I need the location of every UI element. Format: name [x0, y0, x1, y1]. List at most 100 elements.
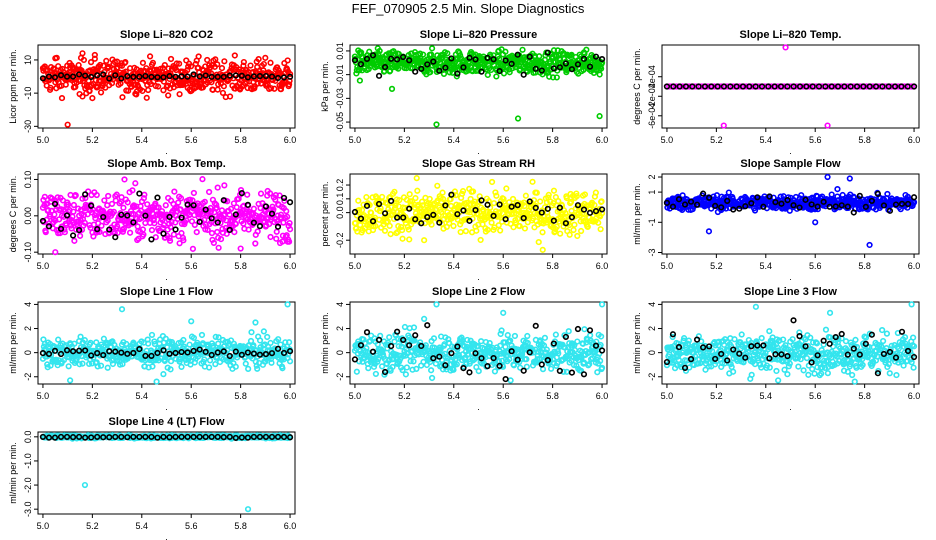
data-point — [217, 219, 224, 227]
x-axis-mark: . — [165, 146, 168, 156]
data-point — [372, 222, 379, 230]
data-point — [399, 235, 406, 242]
data-point — [209, 86, 217, 93]
reference-point — [879, 83, 886, 90]
reference-point — [532, 65, 539, 72]
reference-point — [484, 54, 491, 61]
reference-point — [208, 73, 215, 80]
x-tick-label: 5.2 — [710, 261, 723, 271]
plot-frame — [37, 173, 296, 255]
reference-point — [556, 64, 563, 71]
data-point — [486, 340, 493, 347]
reference-point — [466, 369, 473, 376]
data-point — [101, 197, 108, 204]
data-point — [180, 336, 187, 344]
x-tick-label: 5.4 — [760, 135, 773, 145]
data-point — [98, 222, 105, 229]
x-tick-label: 5.6 — [185, 135, 198, 145]
x-tick-label: 5.4 — [136, 521, 149, 531]
reference-point — [232, 211, 239, 218]
data-point — [434, 182, 441, 189]
reference-point — [208, 215, 215, 222]
x-axis-mark: . — [165, 272, 168, 282]
reference-point — [898, 83, 905, 90]
data-point — [522, 192, 529, 199]
data-point — [276, 192, 283, 199]
data-point — [155, 204, 162, 211]
reference-point — [166, 73, 173, 80]
reference-point — [826, 203, 833, 210]
data-point — [59, 65, 66, 73]
data-point — [55, 336, 62, 343]
reference-point — [708, 83, 715, 90]
data-point — [553, 74, 560, 81]
reference-point — [256, 223, 264, 230]
reference-point — [885, 83, 892, 90]
reference-point — [676, 83, 683, 90]
data-point — [428, 367, 435, 374]
data-point — [47, 84, 54, 91]
data-point — [193, 229, 200, 236]
reference-point — [663, 83, 671, 90]
data-point — [125, 87, 132, 94]
reference-point — [898, 328, 906, 335]
data-point — [260, 67, 267, 74]
reference-point — [196, 218, 203, 226]
data-point — [176, 60, 183, 67]
reference-point — [238, 190, 245, 197]
data-point — [477, 236, 484, 244]
data-point — [386, 222, 393, 230]
data-point — [592, 189, 599, 196]
data-point — [521, 225, 529, 232]
data-point — [207, 208, 215, 215]
y-tick-label: 2e-04 — [647, 65, 657, 88]
data-point — [273, 228, 280, 235]
data-point — [212, 361, 219, 368]
reference-point — [369, 52, 377, 59]
outlier-point — [421, 237, 428, 244]
data-point — [141, 191, 148, 198]
reference-point — [214, 219, 221, 226]
x-tick-label: 6.0 — [596, 391, 609, 401]
reference-point — [106, 226, 113, 233]
reference-point — [784, 83, 791, 90]
data-point — [187, 63, 195, 70]
data-point — [570, 226, 577, 234]
reference-point — [891, 83, 899, 90]
data-point — [267, 85, 275, 92]
data-point — [178, 363, 185, 370]
reference-point — [866, 83, 873, 90]
data-point — [521, 202, 528, 210]
reference-point — [436, 67, 443, 74]
reference-point — [815, 83, 823, 90]
reference-point — [592, 53, 600, 60]
data-point — [267, 59, 274, 66]
plot-frame — [37, 431, 296, 515]
reference-point — [178, 73, 185, 80]
data-point — [548, 365, 555, 372]
x-tick-label: 5.8 — [234, 261, 247, 271]
data-point — [478, 338, 485, 345]
data-point — [286, 358, 294, 365]
data-point — [283, 208, 290, 215]
reference-point — [853, 83, 861, 90]
data-point — [284, 213, 291, 220]
data-point — [587, 332, 594, 339]
reference-point — [39, 75, 47, 82]
y-tick-label: 0 — [647, 350, 657, 355]
data-point — [803, 355, 811, 362]
x-tick-label: 5.0 — [349, 135, 362, 145]
data-point — [811, 370, 818, 377]
data-point — [173, 60, 180, 67]
y-tick-label: -1 — [647, 218, 657, 226]
data-point — [104, 364, 111, 371]
x-axis-mark: . — [789, 402, 792, 412]
data-point — [267, 233, 274, 241]
data-point — [286, 81, 293, 88]
reference-point — [714, 83, 721, 90]
data-point — [231, 229, 238, 236]
data-point — [488, 178, 496, 186]
x-axis-mark: . — [789, 272, 792, 282]
reference-point — [586, 327, 594, 334]
data-point — [81, 219, 88, 226]
